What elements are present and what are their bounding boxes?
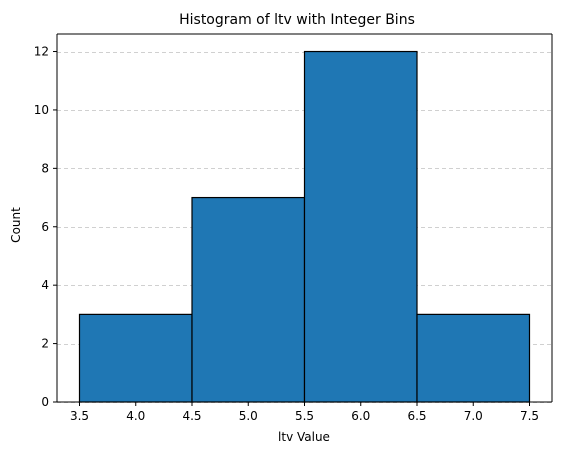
x-axis-label: ltv Value xyxy=(278,430,330,444)
x-tick-label-7: 7.0 xyxy=(464,409,483,423)
y-tick-label-3: 6 xyxy=(41,220,49,234)
y-tick-label-0: 0 xyxy=(41,395,49,409)
y-tick-label-5: 10 xyxy=(34,103,49,117)
y-axis-label: Count xyxy=(9,207,23,243)
x-tick-label-4: 5.5 xyxy=(295,409,314,423)
x-tick-label-8: 7.5 xyxy=(520,409,539,423)
x-tick-label-5: 6.0 xyxy=(351,409,370,423)
y-tick-label-4: 8 xyxy=(41,161,49,175)
histogram-bar-0 xyxy=(78,313,193,403)
y-tick-label-2: 4 xyxy=(41,278,49,292)
chart-title: Histogram of ltv with Integer Bins xyxy=(179,12,415,28)
x-tick-label-3: 5.0 xyxy=(239,409,258,423)
histogram-bars xyxy=(78,50,531,403)
y-tick-label-1: 2 xyxy=(41,337,49,351)
x-axis-ticks: 3.5 4.0 4.5 5.0 5.5 6.0 6.5 7.0 7.5 xyxy=(70,402,539,423)
x-tick-label-6: 6.5 xyxy=(407,409,426,423)
y-axis-ticks: 0 2 4 6 8 10 12 xyxy=(34,45,57,409)
x-tick-label-0: 3.5 xyxy=(70,409,89,423)
y-tick-label-6: 12 xyxy=(34,45,49,59)
histogram-bar-3 xyxy=(416,313,531,403)
histogram-bar-1 xyxy=(191,196,306,403)
x-tick-label-2: 4.5 xyxy=(182,409,201,423)
x-tick-label-1: 4.0 xyxy=(126,409,145,423)
histogram-bar-2 xyxy=(303,50,418,403)
